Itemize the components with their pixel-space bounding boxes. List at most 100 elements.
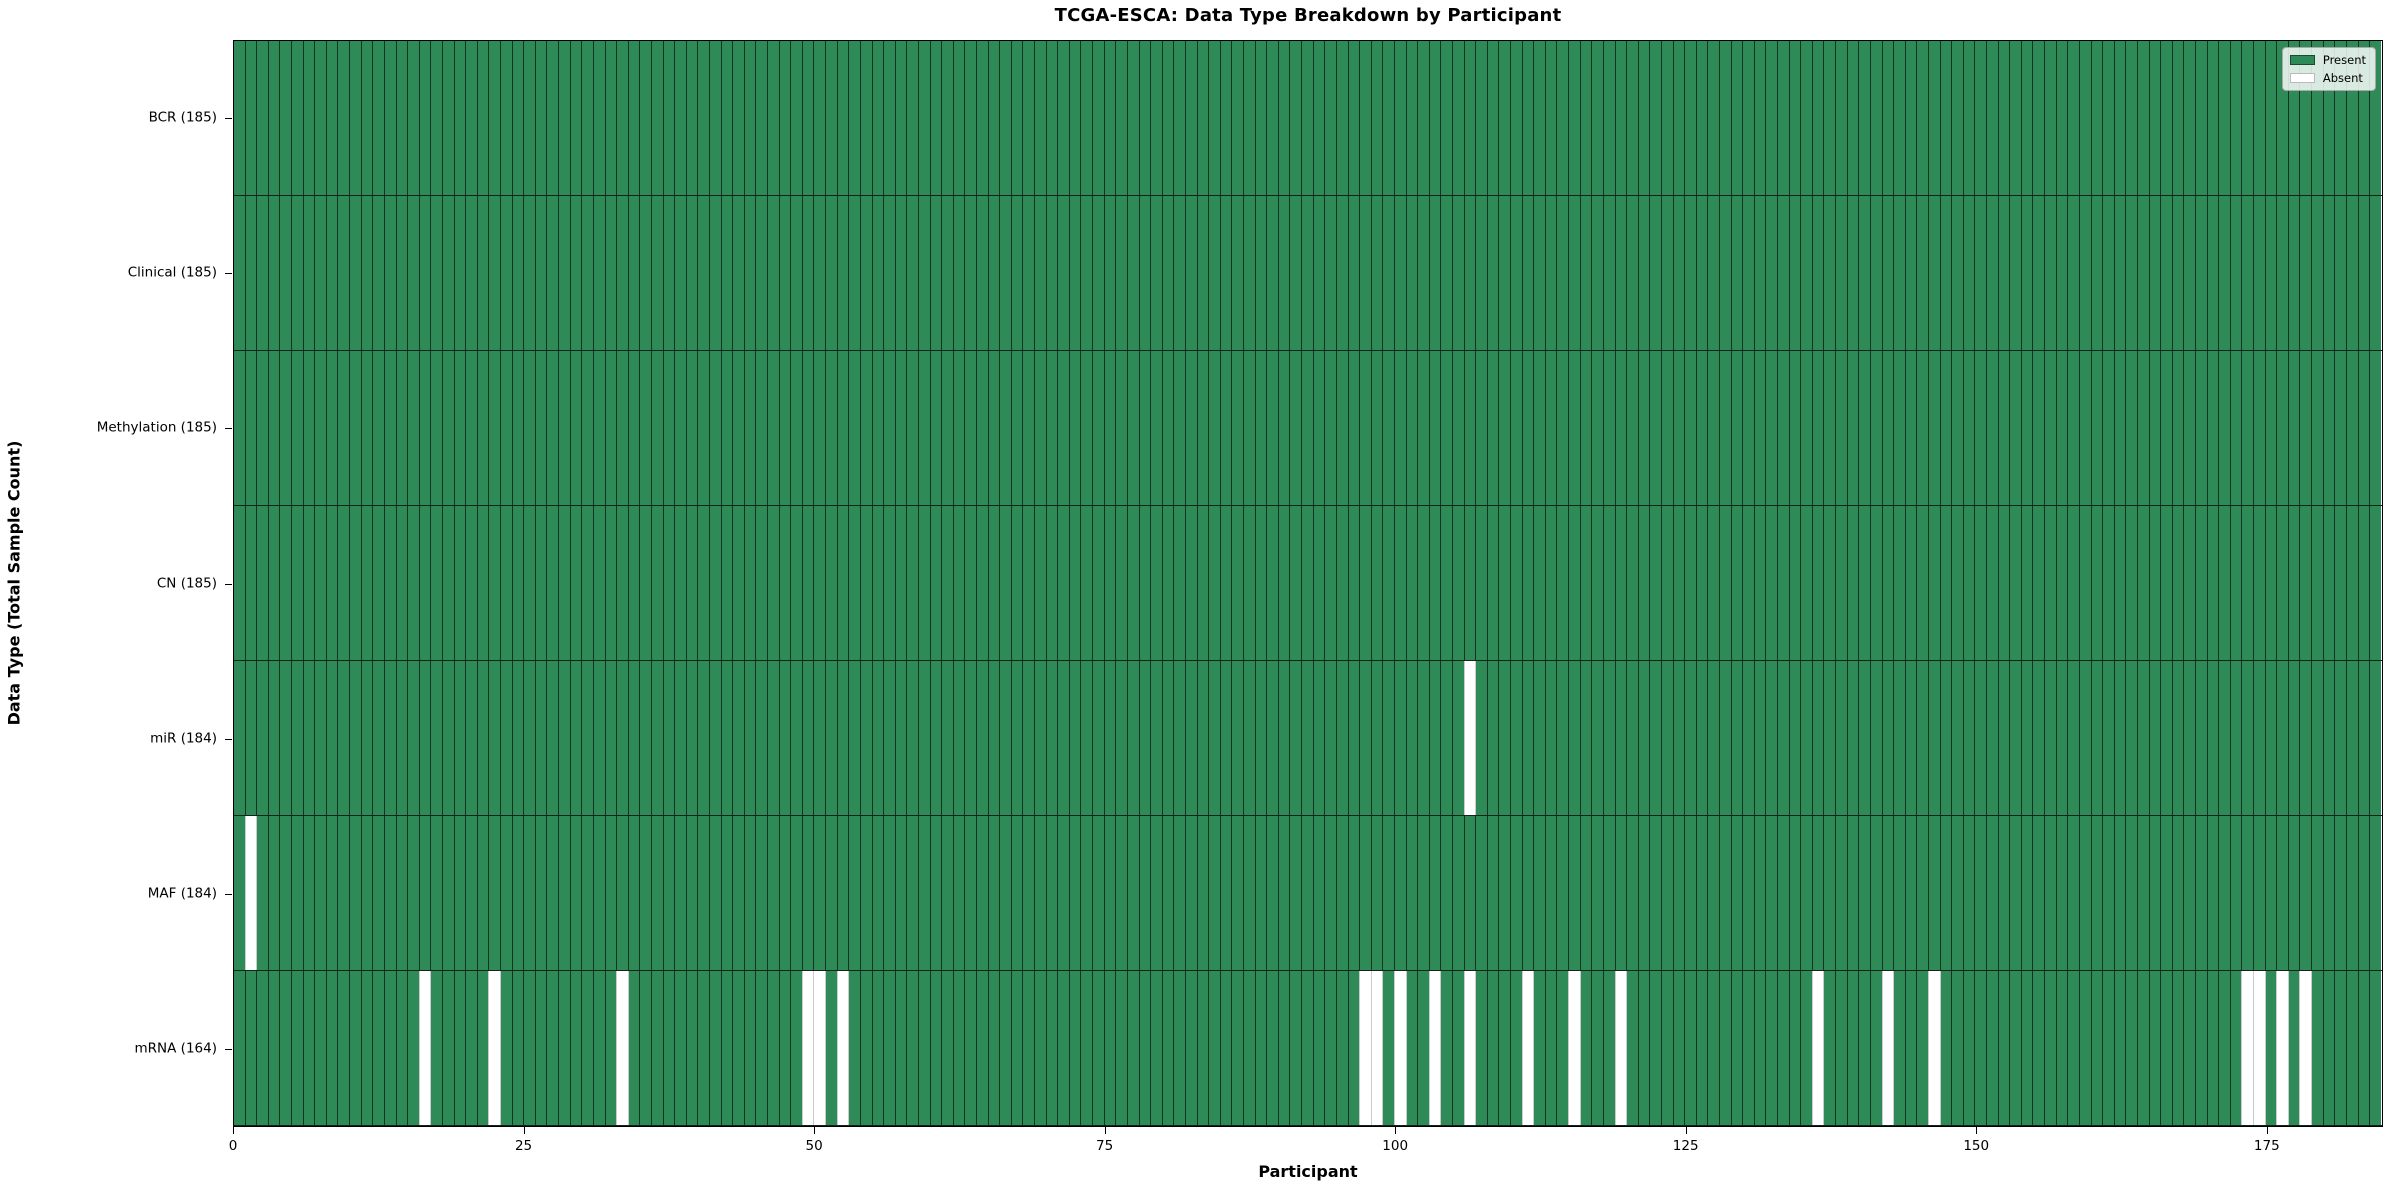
cell-present bbox=[1022, 816, 1035, 970]
cell-present bbox=[767, 196, 779, 350]
cell-present bbox=[2160, 41, 2172, 195]
cell-present bbox=[1022, 41, 1035, 195]
cell-present bbox=[267, 816, 280, 970]
cell-present bbox=[616, 816, 628, 970]
cell-present bbox=[662, 196, 675, 350]
cell-present bbox=[708, 971, 721, 1125]
x-tick bbox=[1395, 1127, 1397, 1134]
cell-present bbox=[1951, 661, 1963, 815]
cell-present bbox=[2055, 971, 2068, 1125]
cell-present bbox=[1707, 506, 1719, 660]
cell-present bbox=[1777, 351, 1789, 505]
cell-present bbox=[2264, 661, 2277, 815]
cell-present bbox=[755, 196, 768, 350]
cell-present bbox=[1649, 661, 1661, 815]
cell-present bbox=[1591, 506, 1603, 660]
cell-present bbox=[825, 506, 837, 660]
cell-present bbox=[2369, 351, 2381, 505]
cell-present bbox=[407, 971, 419, 1125]
cell-present bbox=[2044, 971, 2056, 1125]
cell-present bbox=[697, 971, 709, 1125]
cell-present bbox=[441, 971, 454, 1125]
cell-present bbox=[1591, 351, 1603, 505]
cell-present bbox=[720, 351, 733, 505]
cell-absent bbox=[1881, 971, 1894, 1125]
cell-present bbox=[836, 506, 849, 660]
cell-present bbox=[2183, 506, 2195, 660]
cell-present bbox=[256, 41, 268, 195]
cell-present bbox=[500, 816, 512, 970]
cell-present bbox=[790, 506, 802, 660]
cell-present bbox=[1986, 41, 1998, 195]
cell-present bbox=[2253, 351, 2265, 505]
cell-present bbox=[558, 41, 570, 195]
cell-present bbox=[1126, 816, 1139, 970]
cell-present bbox=[1208, 196, 1220, 350]
cell-present bbox=[314, 506, 326, 660]
cell-present bbox=[1649, 506, 1661, 660]
cell-present bbox=[383, 41, 396, 195]
cell-present bbox=[616, 41, 628, 195]
cell-present bbox=[790, 971, 802, 1125]
cell-present bbox=[743, 816, 756, 970]
cell-present bbox=[2276, 816, 2288, 970]
cell-present bbox=[1962, 41, 1975, 195]
cell-present bbox=[1660, 41, 1673, 195]
cell-present bbox=[1382, 661, 1394, 815]
cell-present bbox=[1335, 506, 1348, 660]
cell-absent bbox=[488, 971, 501, 1125]
cell-present bbox=[569, 661, 582, 815]
cell-present bbox=[1370, 506, 1383, 660]
cell-present bbox=[929, 971, 942, 1125]
cell-present bbox=[2299, 661, 2312, 815]
cell-present bbox=[1835, 506, 1847, 660]
cell-present bbox=[1904, 196, 1917, 350]
cell-present bbox=[650, 506, 663, 660]
cell-present bbox=[441, 506, 454, 660]
cell-present bbox=[2276, 506, 2288, 660]
cell-present bbox=[801, 661, 814, 815]
cell-present bbox=[1916, 351, 1928, 505]
cell-absent bbox=[2299, 971, 2312, 1125]
x-tick bbox=[523, 1127, 525, 1134]
cell-present bbox=[906, 351, 918, 505]
cell-present bbox=[569, 196, 582, 350]
cell-present bbox=[1823, 196, 1836, 350]
cell-present bbox=[1614, 351, 1627, 505]
cell-present bbox=[465, 816, 477, 970]
cell-present bbox=[1138, 41, 1151, 195]
cell-present bbox=[2194, 196, 2207, 350]
cell-present bbox=[256, 971, 268, 1125]
cell-present bbox=[1103, 661, 1116, 815]
cell-present bbox=[418, 816, 431, 970]
cell-present bbox=[291, 351, 303, 505]
cell-present bbox=[1742, 816, 1754, 970]
cell-present bbox=[2334, 506, 2346, 660]
cell-present bbox=[372, 816, 384, 970]
cell-present bbox=[1173, 351, 1185, 505]
cell-present bbox=[639, 661, 651, 815]
cell-present bbox=[1986, 196, 1998, 350]
cell-present bbox=[2090, 196, 2103, 350]
cell-present bbox=[708, 816, 721, 970]
cell-present bbox=[1440, 41, 1452, 195]
cell-present bbox=[2113, 351, 2126, 505]
cell-present bbox=[999, 661, 1011, 815]
cell-present bbox=[2345, 196, 2358, 350]
cell-present bbox=[2032, 661, 2045, 815]
y-tick-label: MAF (184) bbox=[147, 885, 217, 902]
cell-present bbox=[407, 41, 419, 195]
cell-present bbox=[2311, 816, 2323, 970]
cell-present bbox=[1788, 816, 1801, 970]
cell-present bbox=[500, 351, 512, 505]
cell-present bbox=[2148, 506, 2161, 660]
cell-present bbox=[1312, 196, 1325, 350]
cell-present bbox=[558, 971, 570, 1125]
cell-present bbox=[1533, 196, 1545, 350]
cell-present bbox=[325, 196, 338, 350]
cell-present bbox=[1150, 971, 1162, 1125]
cell-present bbox=[1591, 816, 1603, 970]
cell-present bbox=[1649, 971, 1661, 1125]
cell-present bbox=[558, 661, 570, 815]
legend: Present Absent bbox=[2281, 47, 2376, 91]
